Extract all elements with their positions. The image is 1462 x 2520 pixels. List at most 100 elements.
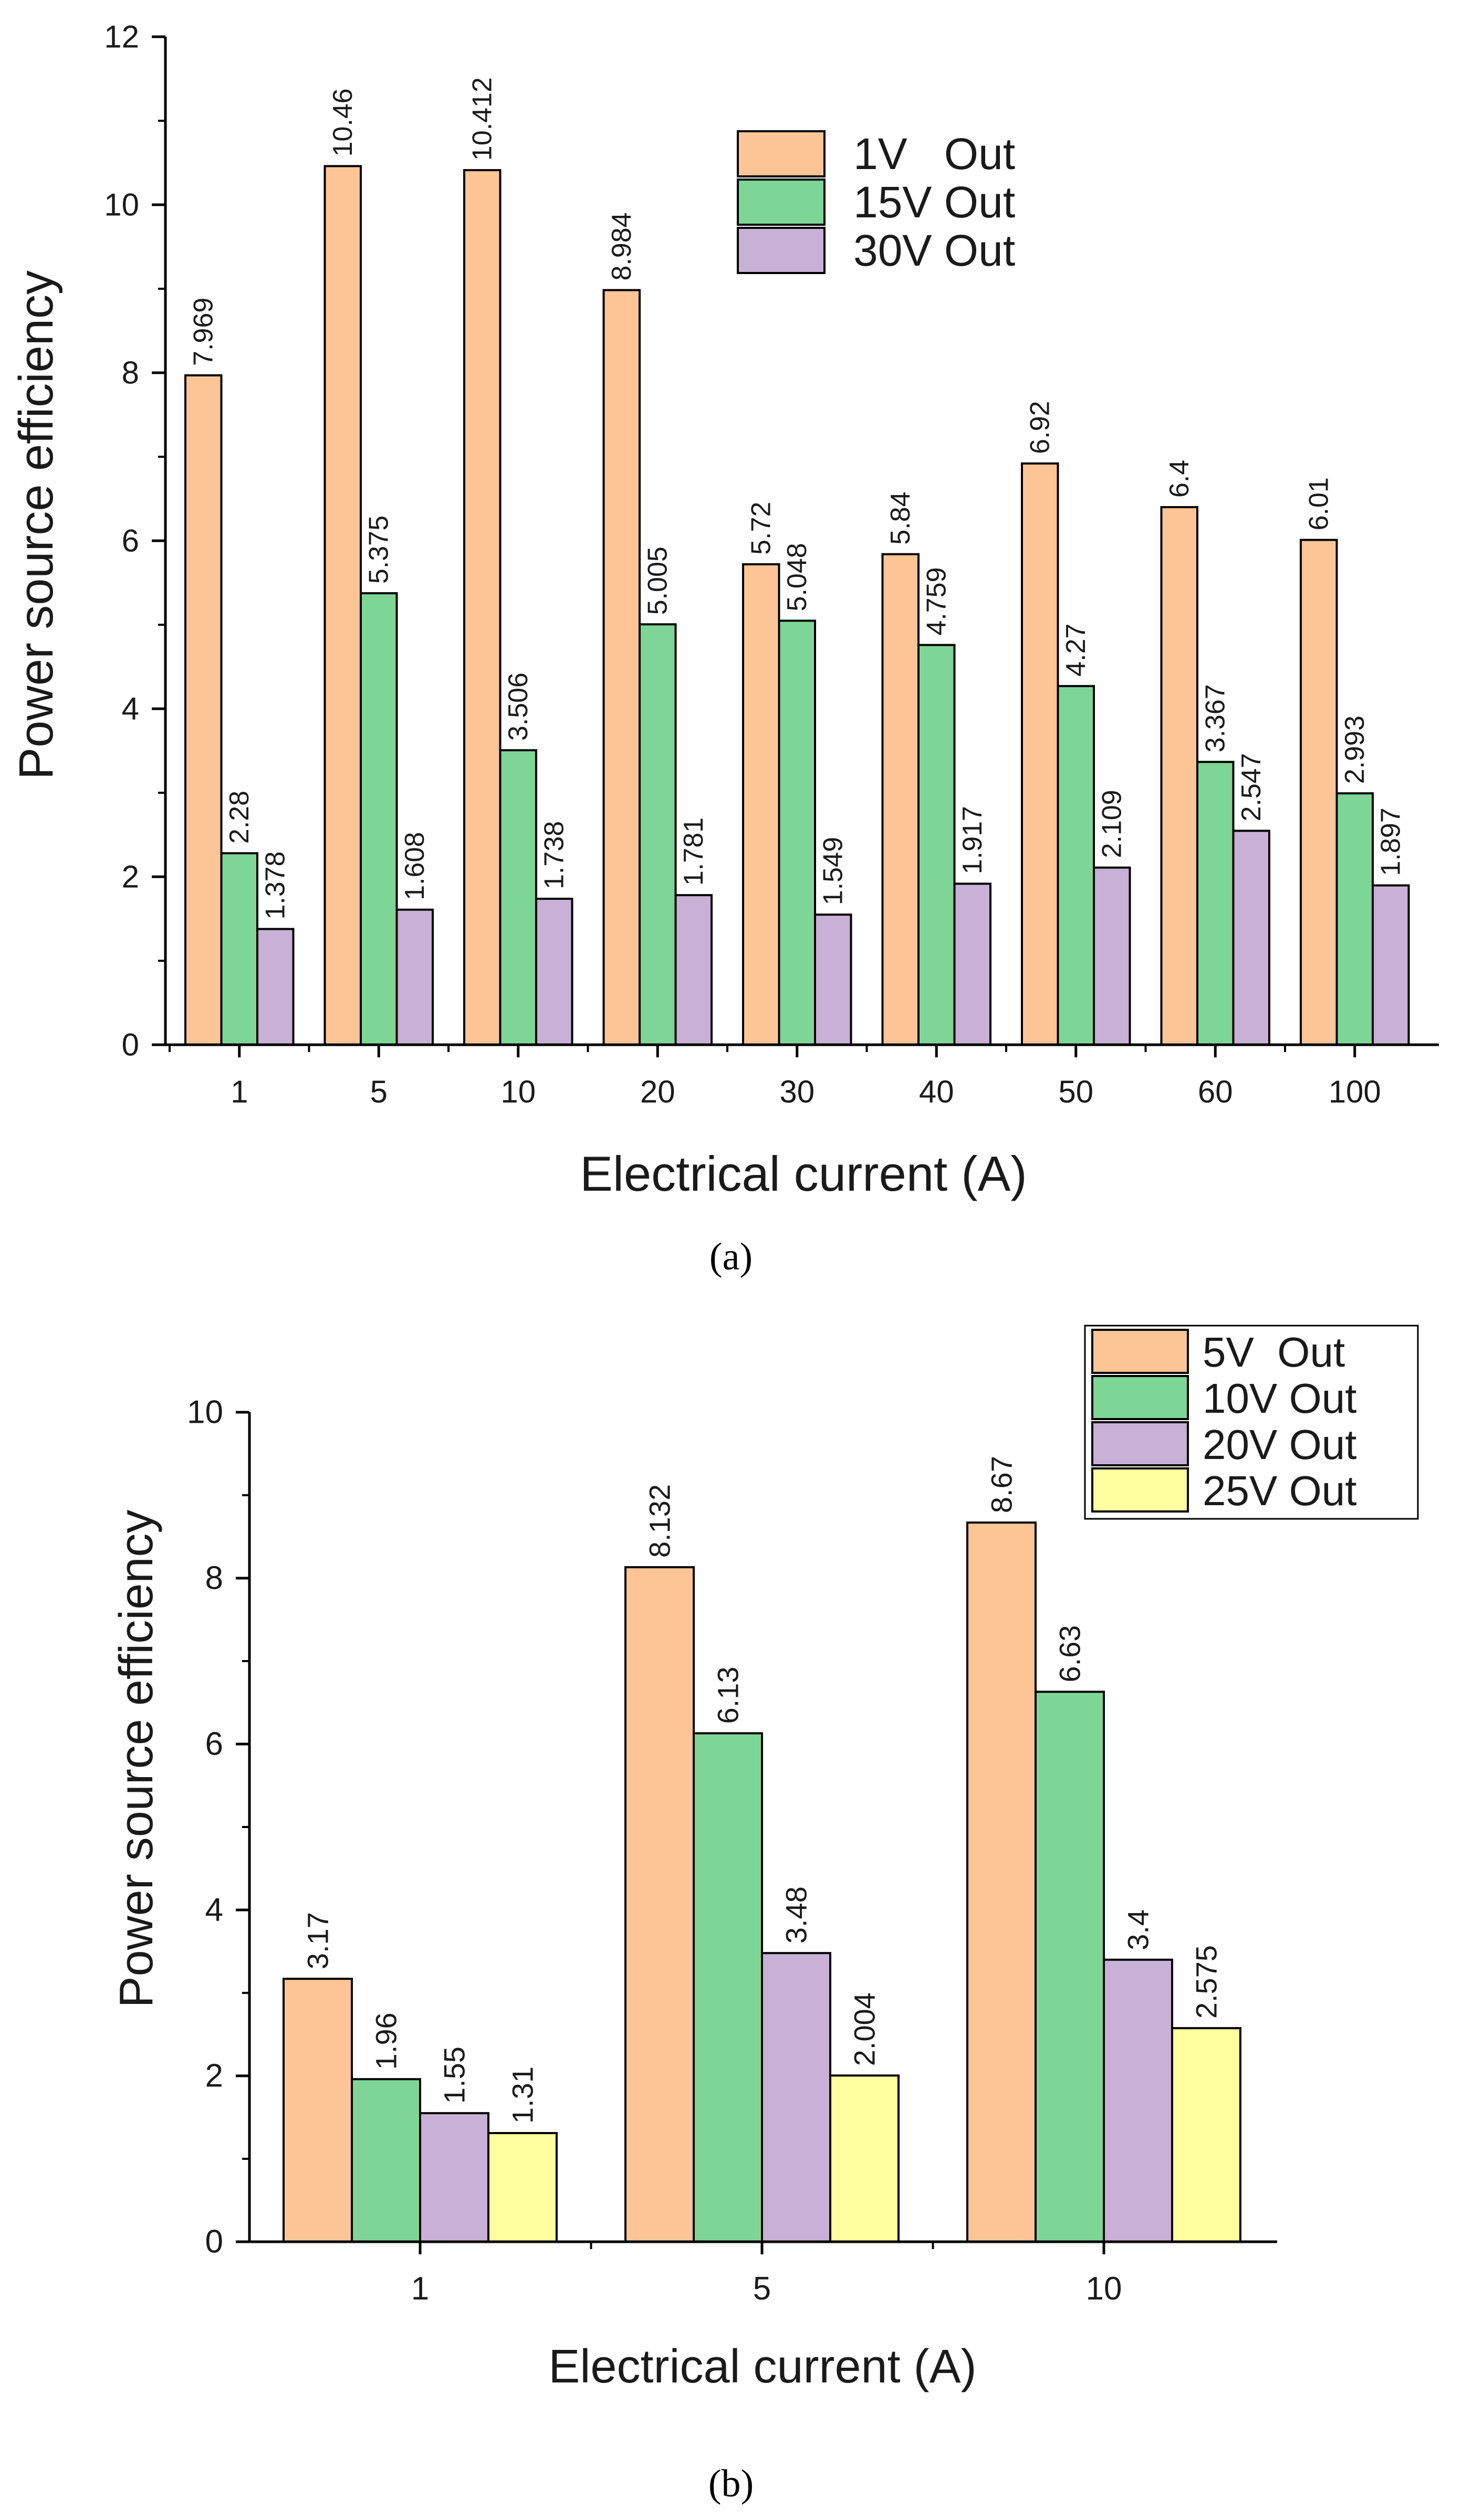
data-label: 1.549 [818,837,848,905]
legend-swatch [1091,1375,1189,1420]
legend-label: 25V Out [1203,1467,1357,1514]
data-label: 3.367 [1200,684,1230,752]
y-tick-label: 2 [205,2058,223,2094]
y-tick-label: 0 [205,2224,223,2260]
data-label: 6.63 [1053,1625,1087,1682]
data-label: 8.984 [607,212,637,280]
y-axis-title: Power source efficiency [110,1510,163,2008]
bar [1160,506,1198,1046]
bar [1171,2027,1241,2243]
x-tick-label: 10 [1086,2271,1122,2307]
y-tick-label: 10 [104,187,139,223]
y-tick-label: 4 [122,691,139,727]
bar [1093,866,1131,1046]
data-label: 8.132 [643,1484,676,1558]
y-axis-ticks: 0 2 4 6 8 10 [187,1394,249,2260]
bar [1196,761,1235,1046]
x-tick-label: 30 [779,1074,814,1109]
legend-label: 20V Out [1203,1421,1357,1468]
bar [1372,884,1410,1046]
data-label: 7.969 [188,298,218,366]
bar [1021,462,1059,1046]
data-label: 3.17 [301,1912,335,1969]
data-label: 5.375 [363,516,394,584]
bar [1035,1690,1105,2243]
bar [881,553,920,1046]
data-label: 1.378 [260,851,290,919]
legend-label: 1V Out [853,129,1015,178]
legend-swatch [1091,1421,1189,1466]
legend-label: 30V Out [853,226,1015,275]
panel-label-a: (a) [709,1235,753,1278]
bar-group [283,1521,1241,2243]
y-tick-label: 6 [205,1726,223,1762]
data-label: 5.72 [746,502,776,555]
y-axis-ticks: 0 2 4 6 8 10 12 [104,19,165,1063]
data-label: 5.005 [642,547,673,615]
bar [829,2074,900,2243]
y-tick-label: 2 [122,859,139,895]
x-axis-ticks: 1 5 10 [411,2242,1122,2307]
data-label: 3.48 [780,1886,813,1944]
bar-group [184,165,1410,1046]
x-axis-title: Electrical current (A) [548,2340,976,2393]
chart-panel-a: 7.969 2.281.378 10.46 5.375 1.608 10.412 3.506… [9,19,1439,1278]
data-label: 6.4 [1164,460,1195,498]
bar [674,894,713,1046]
y-tick-label: 0 [122,1027,139,1063]
x-tick-label: 40 [919,1074,954,1109]
bar [917,644,956,1046]
bar [693,1732,763,2243]
data-label: 4.759 [921,567,952,635]
bar [535,897,573,1046]
x-tick-label: 20 [640,1074,675,1109]
x-tick-label: 60 [1198,1074,1233,1109]
bar [419,2112,489,2243]
data-label: 2.547 [1236,753,1267,821]
bar [395,908,434,1046]
data-label: 8.67 [985,1456,1018,1513]
data-label: 1.781 [678,817,709,886]
data-label: 5.84 [885,491,916,544]
x-tick-label: 5 [370,1074,388,1109]
legend-label: 10V Out [1203,1375,1357,1422]
bar [742,563,780,1046]
data-label: 2.993 [1340,716,1370,784]
bar [1057,685,1095,1046]
data-label: 2.28 [224,791,255,844]
y-tick-label: 10 [187,1394,223,1431]
legend-swatch [1091,1329,1189,1374]
x-tick-label: 50 [1058,1074,1093,1109]
bar [323,165,362,1046]
chart-panel-b: 3.171.961.55 1.318.1326.133.482.0048.676.… [110,1325,1419,2505]
bar [624,1566,695,2243]
data-label: 6.13 [712,1666,745,1724]
bar [761,1952,831,2243]
data-label: 1.55 [438,2046,471,2104]
bar [639,623,677,1046]
y-tick-label: 8 [122,355,139,391]
legend-label: 15V Out [853,177,1015,227]
data-label: 1.96 [370,2012,403,2070]
bar [1335,792,1374,1046]
y-tick-label: 6 [122,523,139,559]
data-label-group: 3.17 1.96 1.55 1.31 8.132 6.13 3.48 2.004 8.67 6.… [301,1456,1223,2124]
bar [487,2132,558,2243]
data-label: 10.46 [328,88,358,156]
data-label: 1.738 [539,821,569,889]
panel-label-b: (b) [708,2462,754,2505]
y-tick-label: 4 [205,1892,223,1928]
x-tick-label: 5 [753,2271,771,2307]
x-axis-title: Electrical current (A) [580,1146,1027,1201]
bar [360,592,398,1046]
legend-swatch [1091,1467,1189,1513]
data-label: 4.27 [1061,624,1091,677]
data-label: 5.048 [782,543,812,611]
y-tick-label: 8 [205,1560,223,1597]
x-tick-label: 1 [411,2271,429,2307]
data-label-group: 7.969 2.281.378 10.46 5.375 1.608 10.412 3.506… [188,77,1406,919]
bar [1103,1958,1173,2243]
data-label: 3.4 [1122,1909,1155,1950]
